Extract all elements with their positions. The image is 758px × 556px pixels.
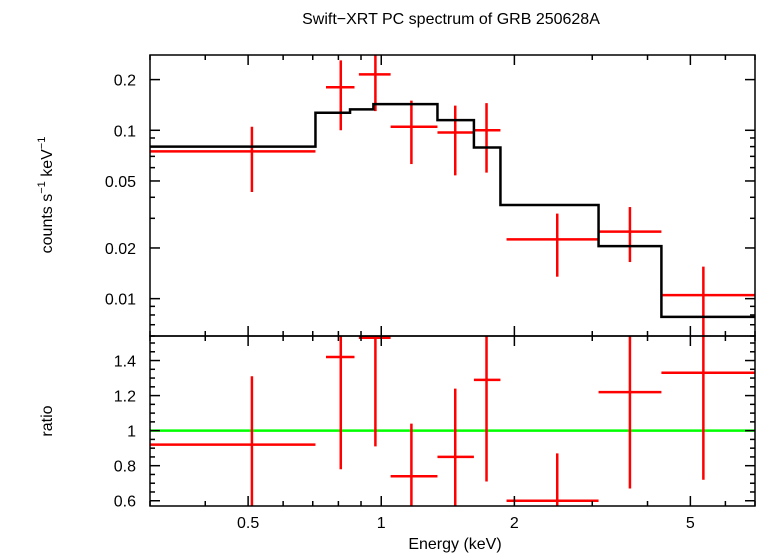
ratio-data-point: [661, 336, 755, 480]
spectrum-data-point: [506, 213, 599, 277]
x-tick-label: 1: [377, 515, 386, 532]
ratio-y-tick-label: 1: [127, 424, 136, 441]
x-tick-label: 2: [510, 515, 519, 532]
spectrum-y-tick-label: 0.2: [114, 73, 136, 90]
spectrum-y-tick-label: 0.1: [114, 123, 136, 140]
spectrum-y-tick-label: 0.05: [105, 174, 136, 191]
ratio-y-tick-label: 0.6: [114, 494, 136, 511]
ratio-data-point: [437, 388, 474, 506]
spectrum-data-point: [473, 103, 501, 173]
spectrum-data-point: [358, 55, 391, 112]
ratio-data-series: [150, 336, 755, 506]
spectrum-y-tick-label: 0.02: [105, 241, 136, 258]
spectrum-data-point: [598, 207, 662, 263]
ratio-y-tick-label: 1.2: [114, 389, 136, 406]
axes: 0.5 1 2 5 0.01 0.02 0.05 0.1 0.2 0.6 0.8 1 1.2 1.4: [105, 55, 756, 532]
ratio-y-tick-label: 1.4: [114, 354, 136, 371]
spectrum-data-point: [661, 266, 755, 336]
chart-title: Swift−XRT PC spectrum of GRB 250628A: [302, 11, 600, 28]
x-tick-label: 0.5: [237, 515, 259, 532]
ratio-data-point: [358, 336, 391, 447]
spectrum-data-point: [437, 105, 474, 176]
model-step-line: [150, 102, 755, 319]
ratio-y-axis-title: ratio: [39, 405, 56, 436]
x-axis-title: Energy (keV): [408, 536, 501, 553]
spectrum-data-series: [150, 55, 755, 336]
ratio-data-point: [473, 336, 501, 482]
ratio-data-point: [598, 336, 662, 489]
spectrum-data-point: [325, 60, 355, 131]
spectrum-data-point: [150, 126, 316, 192]
spectrum-data-point: [390, 100, 438, 165]
ratio-data-point: [325, 336, 355, 470]
ratio-data-point: [506, 453, 599, 506]
ratio-panel-frame: [149, 335, 756, 507]
x-tick-label: 5: [686, 515, 695, 532]
ratio-y-tick-label: 0.8: [114, 459, 136, 476]
ratio-data-point: [390, 423, 438, 506]
spectrum-y-axis-title: counts s−1 keV−1: [36, 137, 56, 254]
spectrum-model-series: [150, 102, 755, 319]
spectrum-y-tick-label: 0.01: [105, 292, 136, 309]
ratio-data-point: [150, 376, 316, 506]
